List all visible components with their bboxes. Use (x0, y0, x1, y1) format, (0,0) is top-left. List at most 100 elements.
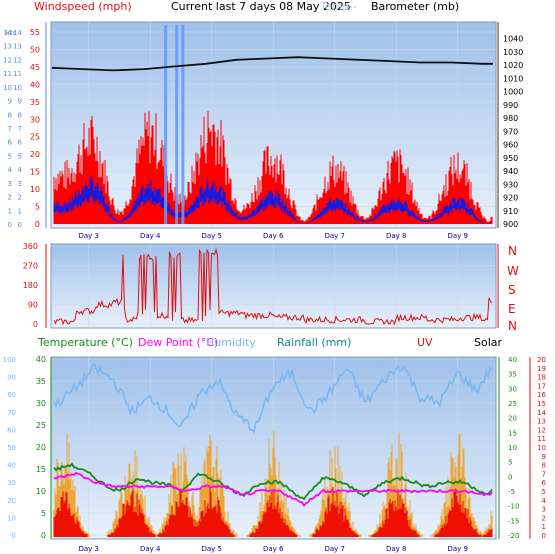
tick-uv: 0 (542, 532, 546, 540)
tick-uv: 19 (537, 365, 546, 373)
tick-right-temp: -15 (508, 517, 519, 525)
legend-dewpoint: Dew Point (°C) (138, 336, 218, 349)
tick-uv: 15 (537, 400, 546, 408)
uv-series (53, 487, 493, 537)
tick-deg: 0 (33, 320, 38, 329)
tick-hum: 50 (7, 444, 16, 452)
tick-kts: 4 (18, 166, 23, 174)
tick-right-temp: -10 (508, 503, 519, 511)
tick-day: Day 5 (201, 232, 222, 240)
legend-solar: Solar (474, 336, 503, 349)
tick-mb: 960 (503, 141, 518, 150)
tick-ms: 13 (3, 43, 12, 51)
tick-c: 40 (36, 355, 46, 364)
panel1-axes: 0510152025303540455055012345678910111213… (3, 22, 523, 240)
dash-ghost-label: --- (345, 0, 357, 13)
tick-c: 0 (41, 531, 46, 540)
tick-c: 35 (36, 377, 46, 386)
tick-ms: 12 (3, 56, 12, 64)
tick-kts: 1 (18, 207, 22, 215)
tick-mph: 45 (30, 63, 40, 72)
tick-deg: 90 (28, 301, 38, 310)
tick-uv: 11 (537, 435, 546, 443)
tick-ms: 7 (8, 125, 12, 133)
tick-hum: 90 (7, 374, 16, 382)
tick-right-temp: 40 (508, 356, 517, 364)
tick-kts: 8 (18, 111, 22, 119)
tick-right-temp: 10 (508, 444, 517, 452)
chart-title: Current last 7 days 08 May 2025 (171, 0, 351, 13)
rain-spike (164, 25, 168, 224)
tick-day: Day 7 (324, 232, 345, 240)
tick-kts: 12 (13, 56, 22, 64)
tick-mb: 1040 (503, 35, 523, 44)
tick-kts: 3 (18, 180, 22, 188)
barometer-title: Barometer (mb) (371, 0, 459, 13)
tick-hum: 30 (7, 479, 16, 487)
pressure-line (51, 56, 493, 72)
tick-uv: 8 (542, 462, 546, 470)
tick-deg: 270 (23, 262, 38, 271)
tick-ms: 9 (8, 98, 12, 106)
compass-w: W (507, 264, 519, 278)
tick-deg: 180 (23, 281, 38, 290)
tick-c: 30 (36, 399, 46, 408)
tick-right-temp: 30 (508, 385, 517, 393)
tick-ms: 1 (8, 207, 12, 215)
tick-mb: 940 (503, 167, 518, 176)
tick-kts: 0 (18, 221, 22, 229)
tick-c: 20 (36, 443, 46, 452)
tick-mb: 1000 (503, 88, 523, 97)
tick-deg: 360 (23, 242, 38, 251)
tick-uv: 16 (537, 391, 546, 399)
compass-e: E (508, 302, 516, 316)
tick-c: 15 (36, 465, 46, 474)
tick-ms: 2 (8, 194, 12, 202)
tick-mb: 980 (503, 114, 518, 123)
tick-kts: 6 (18, 139, 23, 147)
panel2-axes: 0 90 180 270 360 (23, 242, 499, 329)
tick-ms: 4 (8, 166, 13, 174)
tick-uv: 7 (542, 470, 546, 478)
tick-mph: 15 (30, 168, 40, 177)
tick-hum: 0 (12, 532, 16, 540)
tick-uv: 10 (537, 444, 546, 452)
tick-day: Day 5 (201, 545, 222, 553)
tick-day: Day 6 (263, 545, 284, 553)
tick-mph: 50 (30, 45, 40, 54)
tick-uv: 12 (537, 426, 546, 434)
tick-day: Day 9 (447, 232, 468, 240)
tick-uv: 4 (542, 497, 547, 505)
tick-ms: 5 (8, 152, 12, 160)
tick-kts: 10 (13, 84, 22, 92)
tick-day: Day 6 (263, 232, 284, 240)
tick-kts: 9 (18, 98, 22, 106)
temp-ghost-label: Temp. (319, 0, 353, 13)
tick-hum: 80 (7, 391, 16, 399)
tick-hum: 100 (3, 356, 16, 364)
tick-day: Day 7 (324, 545, 345, 553)
tick-mph: 0 (35, 220, 40, 229)
axis-label-kts: kts (6, 29, 17, 37)
tick-right-temp: 0 (508, 473, 512, 481)
tick-mph: 20 (30, 150, 40, 159)
tick-day: Day 4 (140, 545, 161, 553)
tick-mb: 930 (503, 180, 518, 189)
tick-right-temp: 25 (508, 400, 517, 408)
tick-right-temp: 15 (508, 429, 517, 437)
panel3-axes: 05101520253035400102030405060708090100-2… (3, 355, 547, 553)
tick-mb: 970 (503, 127, 518, 136)
windspeed-title: Windspeed (mph) (34, 0, 132, 13)
tick-ms: 10 (3, 84, 12, 92)
tick-day: Day 4 (140, 232, 161, 240)
dewpoint-line (53, 471, 493, 507)
dewpoint-series (53, 471, 493, 507)
compass-s: S (508, 283, 516, 297)
tick-kts: 2 (18, 194, 22, 202)
tick-ms: 0 (8, 221, 12, 229)
tick-day: Day 8 (386, 232, 407, 240)
tick-kts: 13 (13, 43, 22, 51)
tick-mph: 55 (30, 28, 40, 37)
tick-uv: 18 (537, 374, 546, 382)
tick-hum: 10 (7, 514, 16, 522)
